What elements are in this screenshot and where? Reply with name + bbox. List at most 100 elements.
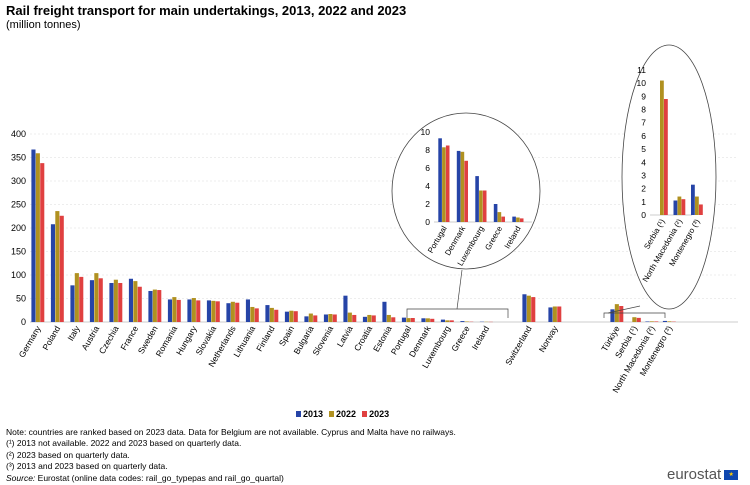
legend-swatch-2022 xyxy=(329,411,335,417)
zoom1-bar-greece-2022 xyxy=(497,212,502,222)
bar-netherlands-2013 xyxy=(226,303,231,322)
legend-label-2023: 2023 xyxy=(369,409,390,419)
bar-croatia-2013 xyxy=(362,316,367,322)
bar-denmark-2023 xyxy=(430,318,435,322)
bar-north-macedonia-2023 xyxy=(654,321,659,322)
bar-greece-2022 xyxy=(464,321,469,322)
bar-group-hungary xyxy=(187,298,201,322)
bar-czechia-2013 xyxy=(109,282,114,322)
zoom1-bar-greece-2013 xyxy=(493,204,498,222)
zoom1-bar-group-luxembourg xyxy=(475,176,487,222)
zoom1-bar-luxembourg-2022 xyxy=(479,190,483,222)
bar-group-spain xyxy=(284,310,298,322)
bar-latvia-2022 xyxy=(347,312,352,322)
zoom1-bar-group-portugal xyxy=(438,138,450,222)
eurostat-logo: eurostat ★ xyxy=(667,466,739,483)
zoom1-bar-ireland-2013 xyxy=(512,216,516,222)
legend-item-2022: 2022 xyxy=(329,409,356,419)
zoom-bracket xyxy=(603,312,666,318)
bar-bulgaria-2022 xyxy=(308,313,313,322)
x-tick-label: Latvia xyxy=(335,324,355,349)
bar-finland-2013 xyxy=(265,305,270,322)
bar-estonia-2013 xyxy=(382,301,387,322)
zoom2-y-tick-label: 4 xyxy=(641,157,646,167)
bar-bulgaria-2023 xyxy=(313,315,318,322)
bar-group-sweden xyxy=(148,289,162,322)
bar-spain-2013 xyxy=(284,311,289,322)
bar-slovenia-2022 xyxy=(328,314,333,322)
bar-romania-2013 xyxy=(167,299,172,322)
bar-latvia-2013 xyxy=(343,295,348,322)
bar-sweden-2022 xyxy=(152,289,157,322)
bar-group-estonia xyxy=(382,301,396,322)
zoom2-bar-north-macedonia-2023 xyxy=(681,199,686,215)
note-ranking: Note: countries are ranked based on 2023… xyxy=(6,427,456,437)
zoom2-bar-serbia-2023 xyxy=(664,99,668,215)
bar-norway-2023 xyxy=(557,306,562,322)
zoom2-bar-north-macedonia-2022 xyxy=(677,196,682,215)
bar-group-north-macedonia xyxy=(645,321,659,322)
bar-north-macedonia-2013 xyxy=(645,321,650,322)
bar-lithuania-2013 xyxy=(245,299,250,322)
zoom2-y-tick-label: 11 xyxy=(637,65,646,75)
bar-t-rkiye-2023 xyxy=(619,306,624,322)
zoom2-y-tick-label: 6 xyxy=(641,131,646,141)
zoom1-bar-portugal-2022 xyxy=(442,147,446,222)
bar-germany-2023 xyxy=(40,163,45,322)
zoom2-bar-montenegro-2023 xyxy=(699,204,703,215)
bar-group-denmark xyxy=(421,318,435,322)
source-text: Eurostat (online data codes: rail_go_typ… xyxy=(35,472,284,483)
zoom2-y-tick-label: 0 xyxy=(641,210,646,220)
eu-flag-icon: ★ xyxy=(724,469,739,480)
bar-group-france xyxy=(128,278,142,322)
bar-croatia-2023 xyxy=(371,315,376,322)
bar-austria-2022 xyxy=(94,273,99,322)
bar-hungary-2022 xyxy=(191,298,196,322)
zoom1-y-tick-label: 4 xyxy=(425,181,430,191)
zoom2-y-tick-label: 7 xyxy=(641,118,646,128)
bar-slovenia-2013 xyxy=(323,314,328,322)
bar-croatia-2022 xyxy=(367,314,372,322)
bar-group-netherlands xyxy=(226,301,240,322)
y-tick-label: 100 xyxy=(11,270,26,280)
bar-denmark-2013 xyxy=(421,318,426,322)
x-tick-label: Ireland xyxy=(470,324,492,352)
bar-czechia-2022 xyxy=(113,279,118,322)
bar-czechia-2023 xyxy=(118,282,123,322)
legend-item-2023: 2023 xyxy=(362,409,389,419)
bar-poland-2022 xyxy=(55,211,60,322)
bar-portugal-2023 xyxy=(410,318,415,322)
bar-group-czechia xyxy=(109,279,123,322)
bar-poland-2013 xyxy=(50,224,55,322)
zoom1-bar-luxembourg-2023 xyxy=(482,190,487,222)
zoom-connector-2 xyxy=(607,305,641,314)
bar-estonia-2022 xyxy=(386,314,391,322)
bar-luxembourg-2013 xyxy=(440,319,445,322)
zoom2-y-tick-label: 10 xyxy=(637,78,647,88)
bar-serbia-2023 xyxy=(636,317,641,322)
legend-swatch-2023 xyxy=(362,411,368,417)
bar-estonia-2023 xyxy=(391,317,396,322)
zoom1-bar-ireland-2022 xyxy=(516,217,520,222)
bar-latvia-2023 xyxy=(352,314,357,322)
bar-spain-2022 xyxy=(289,310,294,322)
bar-group-germany xyxy=(31,149,45,322)
bar-bulgaria-2013 xyxy=(304,316,309,322)
zoom2-y-tick-label: 3 xyxy=(641,170,646,180)
bar-sweden-2013 xyxy=(148,290,153,322)
zoom1-y-tick-label: 6 xyxy=(425,163,430,173)
bar-portugal-2022 xyxy=(406,318,411,322)
zoom2-y-tick-label: 8 xyxy=(641,105,646,115)
bar-switzerland-2013 xyxy=(522,294,527,322)
bar-france-2013 xyxy=(128,278,133,322)
bar-france-2022 xyxy=(133,281,138,322)
zoom1-y-tick-label: 8 xyxy=(425,145,430,155)
bar-north-macedonia-2022 xyxy=(649,321,654,322)
bar-slovakia-2022 xyxy=(211,300,216,322)
bar-portugal-2013 xyxy=(401,317,406,322)
bar-germany-2013 xyxy=(31,149,36,322)
zoom1-bar-greece-2023 xyxy=(501,216,505,222)
zoom1-bar-denmark-2023 xyxy=(464,160,468,222)
chart-title: Rail freight transport for main undertak… xyxy=(6,3,407,18)
zoom2-bar-group-north-macedonia xyxy=(673,196,686,215)
